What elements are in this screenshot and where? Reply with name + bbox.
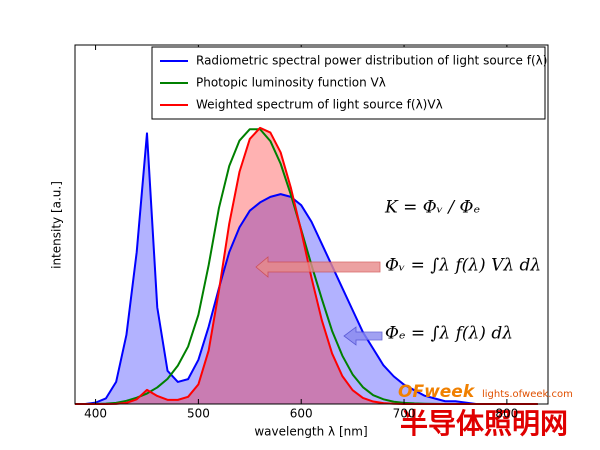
legend-label: Radiometric spectral power distribution … xyxy=(196,54,547,68)
line xyxy=(75,132,538,405)
x-tick-label: 500 xyxy=(187,407,210,421)
x-tick-label: 400 xyxy=(84,407,107,421)
watermark: lights.ofweek.com xyxy=(482,389,573,400)
x-tick-label: 600 xyxy=(290,407,313,421)
arrow xyxy=(343,326,383,346)
watermark: OFweek xyxy=(398,382,476,402)
formula: K = Φᵥ / Φₑ xyxy=(384,198,480,218)
x-tick-label: 800 xyxy=(495,407,518,421)
legend-label: Weighted spectrum of light source f(λ)Vλ xyxy=(196,98,443,112)
legend-label: Photopic luminosity function Vλ xyxy=(196,76,386,90)
arrow xyxy=(255,256,381,278)
x-tick-label: 700 xyxy=(393,407,416,421)
y-axis-label: intensity [a.u.] xyxy=(50,181,64,269)
axes-frame xyxy=(74,44,549,405)
formula: Φₑ = ∫λ f(λ) dλ xyxy=(385,324,513,344)
formula: Φᵥ = ∫λ f(λ) Vλ dλ xyxy=(385,256,541,276)
legend-box xyxy=(151,46,546,120)
watermark: 半导体照明网 xyxy=(400,407,568,440)
x-axis-label: wavelength λ [nm] xyxy=(254,425,367,439)
